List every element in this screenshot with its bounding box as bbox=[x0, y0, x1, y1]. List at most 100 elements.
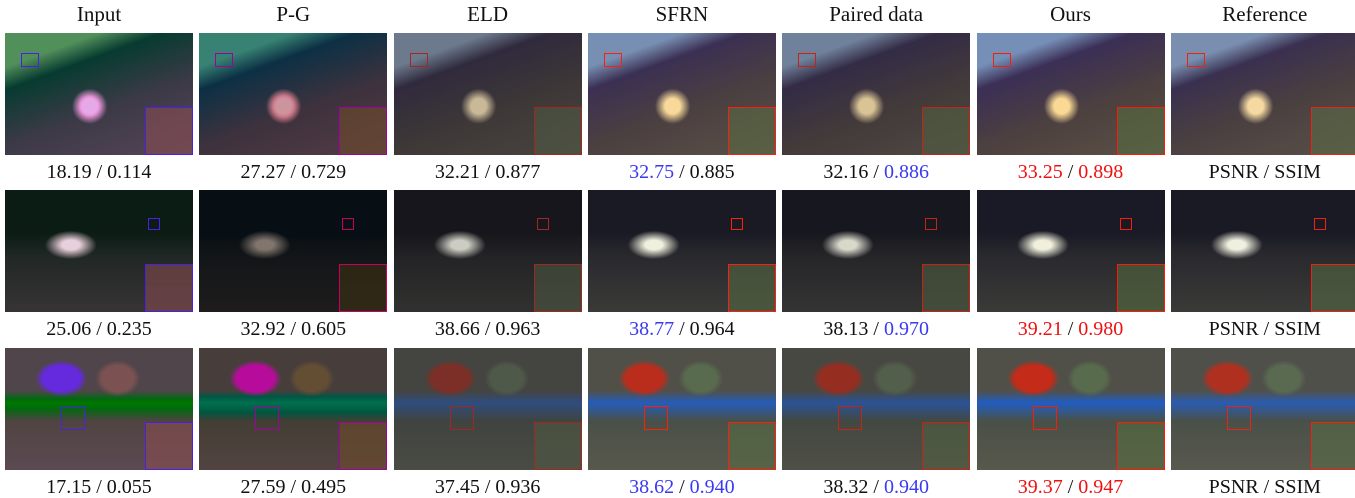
result-image bbox=[5, 190, 193, 312]
ssim: 0.877 bbox=[495, 161, 540, 183]
metric-caption: 32.21 / 0.877 bbox=[391, 161, 585, 184]
crop-box bbox=[21, 53, 39, 67]
separator: / bbox=[1068, 161, 1074, 183]
psnr: 38.66 bbox=[435, 318, 480, 340]
separator: / bbox=[1264, 476, 1270, 498]
result-image bbox=[1171, 190, 1355, 312]
ssim: 0.947 bbox=[1078, 476, 1123, 498]
crop-box bbox=[1314, 218, 1326, 230]
zoom-inset bbox=[1311, 422, 1355, 470]
psnr: PSNR bbox=[1209, 318, 1259, 340]
psnr: 39.21 bbox=[1018, 318, 1063, 340]
crop-box bbox=[993, 53, 1011, 67]
column-header: Ours bbox=[977, 2, 1165, 27]
metric-caption: PSNR / SSIM bbox=[1168, 161, 1355, 184]
zoom-inset bbox=[922, 422, 970, 470]
column-header: Input bbox=[5, 2, 193, 27]
zoom-inset bbox=[534, 422, 582, 470]
psnr: 25.06 bbox=[46, 318, 91, 340]
psnr: 18.19 bbox=[47, 161, 92, 183]
psnr: 32.16 bbox=[823, 161, 868, 183]
zoom-inset bbox=[1117, 264, 1165, 312]
result-image bbox=[977, 33, 1165, 155]
separator: / bbox=[97, 161, 103, 183]
zoom-inset bbox=[534, 107, 582, 155]
crop-box bbox=[450, 406, 474, 430]
psnr: 32.92 bbox=[241, 318, 286, 340]
metric-caption: 38.32 / 0.940 bbox=[779, 476, 973, 498]
ssim: 0.114 bbox=[107, 161, 151, 183]
zoom-inset bbox=[339, 264, 387, 312]
crop-box bbox=[148, 218, 160, 230]
separator: / bbox=[873, 318, 879, 340]
column-header: P-G bbox=[199, 2, 387, 27]
ssim: 0.729 bbox=[301, 161, 346, 183]
metric-caption: 17.15 / 0.055 bbox=[2, 476, 196, 498]
crop-box bbox=[1033, 406, 1057, 430]
result-image bbox=[588, 348, 776, 470]
figure: InputP-GELDSFRNPaired dataOursReference1… bbox=[0, 0, 1355, 498]
ssim: SSIM bbox=[1274, 476, 1321, 498]
metric-caption: PSNR / SSIM bbox=[1168, 318, 1355, 341]
crop-box bbox=[410, 53, 428, 67]
zoom-inset bbox=[1311, 107, 1355, 155]
zoom-inset bbox=[339, 107, 387, 155]
metric-caption: 25.06 / 0.235 bbox=[2, 318, 196, 341]
ssim: 0.963 bbox=[495, 318, 540, 340]
zoom-inset bbox=[922, 107, 970, 155]
psnr: 27.59 bbox=[241, 476, 286, 498]
result-image bbox=[588, 190, 776, 312]
psnr: 33.25 bbox=[1018, 161, 1063, 183]
result-image bbox=[782, 33, 970, 155]
crop-box bbox=[644, 406, 668, 430]
zoom-inset bbox=[1117, 422, 1165, 470]
result-image bbox=[1171, 348, 1355, 470]
result-image bbox=[1171, 33, 1355, 155]
separator: / bbox=[873, 161, 879, 183]
psnr: 32.21 bbox=[435, 161, 480, 183]
separator: / bbox=[291, 161, 297, 183]
psnr: PSNR bbox=[1209, 161, 1259, 183]
ssim: 0.885 bbox=[690, 161, 735, 183]
psnr: 38.62 bbox=[629, 476, 674, 498]
metric-caption: 27.59 / 0.495 bbox=[196, 476, 390, 498]
ssim: 0.936 bbox=[495, 476, 540, 498]
separator: / bbox=[291, 476, 297, 498]
result-image bbox=[782, 190, 970, 312]
crop-box bbox=[1187, 53, 1205, 67]
separator: / bbox=[679, 476, 685, 498]
metric-caption: 38.13 / 0.970 bbox=[779, 318, 973, 341]
metric-caption: 32.75 / 0.885 bbox=[585, 161, 779, 184]
metric-caption: 38.77 / 0.964 bbox=[585, 318, 779, 341]
psnr: 38.13 bbox=[823, 318, 868, 340]
psnr: 39.37 bbox=[1018, 476, 1063, 498]
metric-caption: 33.25 / 0.898 bbox=[974, 161, 1168, 184]
metric-caption: 32.16 / 0.886 bbox=[779, 161, 973, 184]
separator: / bbox=[679, 161, 685, 183]
psnr: 37.45 bbox=[435, 476, 480, 498]
crop-box bbox=[838, 406, 862, 430]
separator: / bbox=[1068, 318, 1074, 340]
ssim: 0.055 bbox=[107, 476, 152, 498]
psnr: 27.27 bbox=[241, 161, 286, 183]
crop-box bbox=[342, 218, 354, 230]
separator: / bbox=[485, 318, 491, 340]
zoom-inset bbox=[728, 422, 776, 470]
crop-box bbox=[925, 218, 937, 230]
result-image bbox=[5, 348, 193, 470]
metric-caption: 27.27 / 0.729 bbox=[196, 161, 390, 184]
separator: / bbox=[485, 161, 491, 183]
ssim: 0.940 bbox=[690, 476, 735, 498]
zoom-inset bbox=[728, 264, 776, 312]
crop-box bbox=[61, 406, 85, 430]
ssim: SSIM bbox=[1274, 161, 1321, 183]
result-image bbox=[394, 348, 582, 470]
metric-caption: 37.45 / 0.936 bbox=[391, 476, 585, 498]
result-image bbox=[199, 33, 387, 155]
result-image bbox=[394, 33, 582, 155]
zoom-inset bbox=[145, 264, 193, 312]
result-image bbox=[5, 33, 193, 155]
crop-box bbox=[255, 406, 279, 430]
result-image bbox=[977, 348, 1165, 470]
crop-box bbox=[215, 53, 233, 67]
